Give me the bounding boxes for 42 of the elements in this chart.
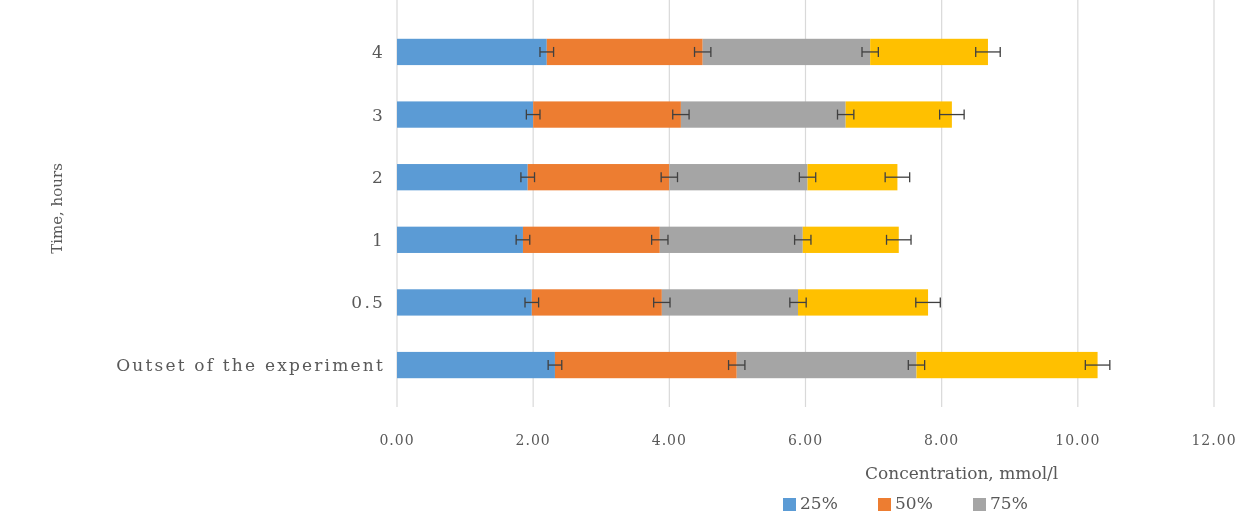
bar — [531, 289, 662, 316]
y-tick-label: 0.5 — [351, 292, 385, 313]
x-tick-label: 10.00 — [1055, 432, 1101, 448]
y-axis-title: Time, hours — [48, 163, 66, 254]
y-tick-label: 1 — [371, 229, 385, 250]
bar — [802, 226, 899, 253]
bar — [397, 226, 523, 253]
bar — [807, 164, 898, 191]
bar — [533, 101, 681, 128]
x-tick-label: 8.00 — [924, 432, 960, 448]
bar — [546, 38, 703, 66]
bar — [397, 101, 534, 128]
legend-label: 25% — [800, 493, 838, 513]
bar — [397, 289, 532, 316]
bar — [736, 351, 917, 379]
y-tick-label: 4 — [371, 41, 385, 62]
y-tick-label: 2 — [371, 167, 385, 188]
bar — [870, 38, 988, 66]
y-tick-label: 3 — [371, 104, 385, 125]
x-tick-label: 12.00 — [1191, 432, 1237, 448]
bar — [661, 289, 799, 316]
y-tick-label: Outset of the experiment — [116, 355, 385, 376]
legend-label: 75% — [990, 493, 1028, 513]
bar — [845, 101, 952, 128]
x-tick-label: 4.00 — [651, 432, 687, 448]
x-tick-label: 0.00 — [379, 432, 415, 448]
bar — [522, 226, 660, 253]
bar — [659, 226, 803, 253]
bar — [702, 38, 871, 66]
bar — [527, 164, 670, 191]
legend-label: 50% — [895, 493, 933, 513]
bar — [916, 351, 1098, 379]
bar — [397, 351, 555, 379]
bar — [798, 289, 929, 316]
x-axis-title: Concentration, mmol/l — [865, 463, 1059, 483]
bar — [554, 351, 737, 379]
bar — [669, 164, 808, 191]
x-tick-label: 2.00 — [515, 432, 551, 448]
bar — [680, 101, 846, 128]
bar — [397, 38, 547, 66]
x-tick-label: 6.00 — [787, 432, 824, 448]
bar — [397, 164, 528, 191]
